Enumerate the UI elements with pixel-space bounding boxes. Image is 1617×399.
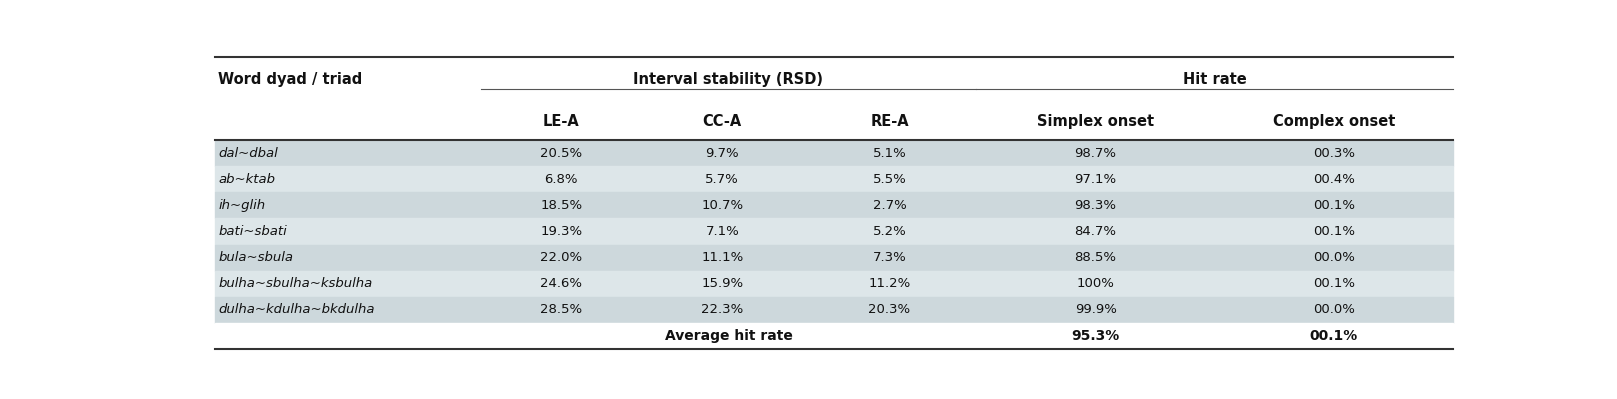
Text: 20.5%: 20.5% [540, 147, 582, 160]
Text: 5.5%: 5.5% [873, 173, 906, 186]
Bar [215, 219, 1452, 245]
Text: dal~dbal: dal~dbal [218, 147, 278, 160]
Text: CC-A: CC-A [703, 114, 742, 129]
Text: 00.0%: 00.0% [1313, 251, 1355, 264]
Text: 5.2%: 5.2% [873, 225, 906, 238]
Text: bula~sbula: bula~sbula [218, 251, 293, 264]
Text: 15.9%: 15.9% [702, 277, 744, 290]
Text: ih~glih: ih~glih [218, 199, 265, 212]
Bar [215, 296, 1452, 323]
Bar [215, 192, 1452, 219]
Bar [215, 245, 1452, 271]
Text: Average hit rate: Average hit rate [665, 329, 792, 343]
Text: 5.7%: 5.7% [705, 173, 739, 186]
Text: 98.3%: 98.3% [1075, 199, 1117, 212]
Text: 00.1%: 00.1% [1313, 225, 1355, 238]
Text: 11.2%: 11.2% [868, 277, 910, 290]
Text: 18.5%: 18.5% [540, 199, 582, 212]
Text: 7.3%: 7.3% [873, 251, 906, 264]
Text: 19.3%: 19.3% [540, 225, 582, 238]
Text: 7.1%: 7.1% [705, 225, 739, 238]
Text: RE-A: RE-A [870, 114, 909, 129]
Text: 95.3%: 95.3% [1072, 329, 1119, 343]
Text: 84.7%: 84.7% [1075, 225, 1117, 238]
Bar [215, 140, 1452, 166]
Bar [215, 323, 1452, 349]
Text: 22.3%: 22.3% [702, 303, 744, 316]
Text: 6.8%: 6.8% [545, 173, 579, 186]
Bar [215, 271, 1452, 296]
Text: 99.9%: 99.9% [1075, 303, 1116, 316]
Text: 98.7%: 98.7% [1075, 147, 1117, 160]
Text: 5.1%: 5.1% [873, 147, 906, 160]
Text: 00.1%: 00.1% [1313, 277, 1355, 290]
Text: LE-A: LE-A [543, 114, 581, 129]
Text: Word dyad / triad: Word dyad / triad [218, 72, 362, 87]
Text: 00.1%: 00.1% [1313, 199, 1355, 212]
Text: 10.7%: 10.7% [702, 199, 744, 212]
Text: 22.0%: 22.0% [540, 251, 582, 264]
Text: dulha~kdulha~bkdulha: dulha~kdulha~bkdulha [218, 303, 375, 316]
Text: 9.7%: 9.7% [705, 147, 739, 160]
Text: 24.6%: 24.6% [540, 277, 582, 290]
Bar [215, 166, 1452, 192]
Text: 00.1%: 00.1% [1310, 329, 1358, 343]
Text: 28.5%: 28.5% [540, 303, 582, 316]
Text: 00.0%: 00.0% [1313, 303, 1355, 316]
Text: Interval stability (RSD): Interval stability (RSD) [634, 72, 823, 87]
Text: Simplex onset: Simplex onset [1036, 114, 1155, 129]
Text: 100%: 100% [1077, 277, 1114, 290]
Text: 2.7%: 2.7% [873, 199, 906, 212]
Text: 11.1%: 11.1% [702, 251, 744, 264]
Text: 97.1%: 97.1% [1075, 173, 1117, 186]
Text: Hit rate: Hit rate [1182, 72, 1247, 87]
Text: 88.5%: 88.5% [1075, 251, 1117, 264]
Text: bati~sbati: bati~sbati [218, 225, 288, 238]
Text: 00.3%: 00.3% [1313, 147, 1355, 160]
Text: 00.4%: 00.4% [1313, 173, 1355, 186]
Text: Complex onset: Complex onset [1273, 114, 1395, 129]
Text: 20.3%: 20.3% [868, 303, 910, 316]
Text: ab~ktab: ab~ktab [218, 173, 275, 186]
Text: bulha~sbulha~ksbulha: bulha~sbulha~ksbulha [218, 277, 372, 290]
